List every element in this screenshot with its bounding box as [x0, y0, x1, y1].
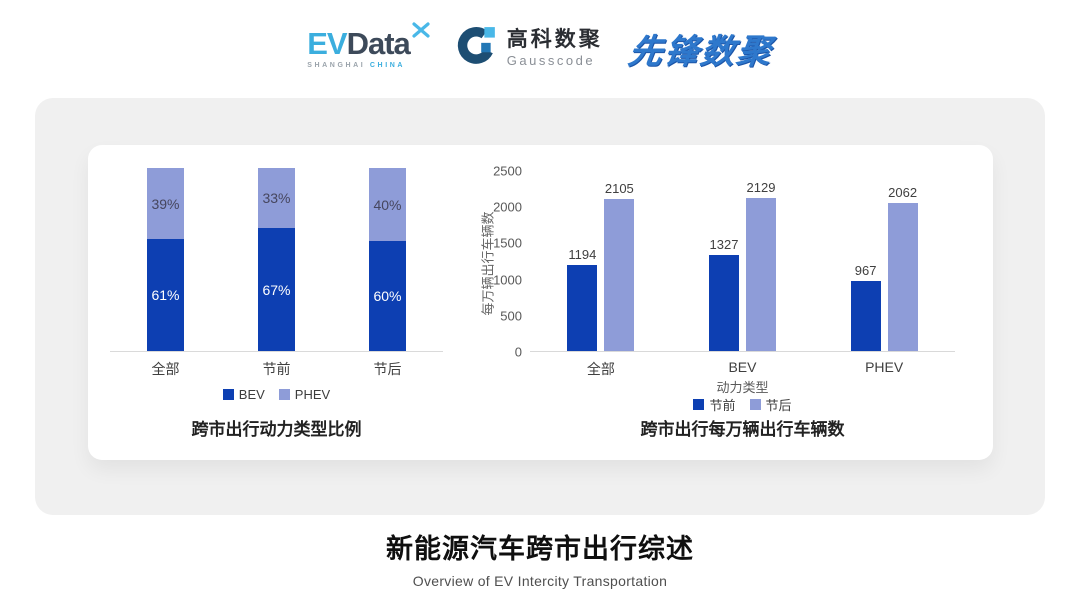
bar-value-label: 1194	[568, 247, 597, 263]
bar-节前	[567, 265, 598, 351]
y-tick-label: 1000	[493, 272, 522, 288]
legend-swatch	[749, 399, 761, 410]
bar-segment-BEV: 60%	[369, 241, 406, 351]
charts-panel: 39% 61% 33% 67% 40% 60% 全部 节前 节后 BEV PHEV 跨市出行动力…	[35, 98, 1045, 515]
grouped-chart-plot-area: 1194 2105 1327 2129 967 2062	[530, 171, 955, 352]
y-tick-label: 0	[514, 344, 522, 360]
bar-group: 1327 2129	[708, 171, 776, 351]
legend-item: BEV	[222, 387, 265, 402]
grouped-bar-chart: 每万辆出行车辆数 0 500 1000 1500 2000 2500 1194 2105 13…	[478, 145, 978, 460]
category-label: 全部	[586, 361, 615, 377]
segment-value-label: 61%	[151, 287, 180, 304]
bar-segment-PHEV: 39%	[147, 168, 184, 240]
bar-with-label: 2105	[604, 171, 635, 351]
pioneer-logo: 先锋数聚	[625, 32, 775, 71]
bar-value-label: 2062	[888, 184, 918, 200]
segment-value-label: 39%	[151, 195, 180, 212]
category-label: BEV	[728, 359, 757, 375]
bar-segment-PHEV: 33%	[258, 168, 295, 229]
y-tick-label: 2500	[493, 163, 522, 179]
grouped-chart-title: 跨市出行每万辆出行车辆数	[640, 420, 845, 439]
gausscode-name-en: Gausscode	[506, 52, 596, 68]
bar-with-label: 967	[850, 171, 881, 351]
segment-value-label: 67%	[262, 281, 291, 298]
evdata-tagline-right: CHINA	[369, 61, 406, 69]
header-logos: EV Data SHANGHAI CHINA	[0, 14, 1080, 82]
category-label: PHEV	[865, 359, 904, 375]
page-title: 新能源汽车跨市出行综述	[386, 534, 694, 564]
segment-value-label: 60%	[373, 288, 402, 305]
stacked-bar: 39% 61%	[147, 168, 184, 351]
stacked-chart-categories: 全部 节前 节后	[110, 359, 443, 379]
legend-swatch	[278, 389, 290, 400]
gausscode-name-cn: 高科数聚	[506, 28, 603, 52]
bar-value-label: 2129	[746, 179, 776, 195]
gausscode-text: 高科数聚 Gausscode	[507, 28, 603, 67]
evdata-data-text: Data	[346, 25, 411, 61]
stacked-bar-chart: 39% 61% 33% 67% 40% 60% 全部 节前 节后 BEV PHEV 跨市出行动力…	[110, 145, 445, 460]
evdata-tagline: SHANGHAI CHINA	[307, 62, 405, 69]
bar-节后	[887, 202, 918, 351]
bar-value-label: 1327	[709, 237, 739, 253]
y-tick-label: 2000	[493, 199, 522, 215]
legend-label: 节前	[709, 398, 736, 413]
evdata-logo: EV Data SHANGHAI CHINA	[307, 21, 430, 69]
bar-group: 967 2062	[850, 171, 918, 351]
charts-card: 39% 61% 33% 67% 40% 60% 全部 节前 节后 BEV PHEV 跨市出行动力…	[88, 145, 993, 460]
category-label: 节后	[373, 361, 402, 377]
bar-with-label: 1327	[708, 171, 739, 351]
bar-value-label: 967	[854, 263, 877, 279]
legend-label: PHEV	[294, 387, 331, 402]
evdata-wordmark: EV Data	[307, 21, 430, 61]
stacked-chart-legend: BEV PHEV	[110, 387, 443, 402]
x-axis-label: 动力类型	[716, 380, 769, 395]
evdata-ev-text: EV	[307, 25, 347, 61]
stacked-chart-plot-area: 39% 61% 33% 67% 40% 60%	[110, 168, 443, 352]
stacked-bar: 33% 67%	[258, 168, 295, 351]
category-label: 节前	[262, 361, 291, 377]
bar-with-label: 2062	[887, 171, 918, 351]
gausscode-g-icon	[456, 25, 498, 72]
bar-节前	[850, 281, 881, 351]
bar-节后	[745, 197, 776, 351]
legend-swatch	[222, 389, 234, 400]
bar-节后	[604, 199, 635, 351]
legend-item: PHEV	[278, 387, 331, 402]
stacked-chart-title: 跨市出行动力类型比例	[191, 420, 362, 439]
category-label: 全部	[151, 361, 180, 377]
evdata-x-icon	[412, 21, 430, 42]
bar-with-label: 1194	[567, 171, 598, 351]
bar-segment-PHEV: 40%	[369, 168, 406, 242]
legend-label: BEV	[238, 387, 265, 402]
legend-label: 节后	[765, 398, 792, 413]
bar-group: 1194 2105	[567, 171, 635, 351]
bar-value-label: 2105	[604, 181, 634, 197]
bar-节前	[708, 255, 739, 351]
y-tick-label: 500	[500, 308, 522, 324]
y-tick-label: 1500	[493, 235, 522, 251]
footer: 新能源汽车跨市出行综述 Overview of EV Intercity Tra…	[0, 527, 1080, 589]
bar-with-label: 2129	[745, 171, 776, 351]
evdata-tagline-left: SHANGHAI	[307, 61, 366, 69]
bar-segment-BEV: 61%	[147, 239, 184, 351]
bar-segment-BEV: 67%	[258, 228, 295, 351]
legend-swatch	[693, 399, 705, 410]
legend-item: 节后	[749, 395, 792, 414]
gausscode-logo: 高科数聚 Gausscode	[456, 25, 603, 72]
segment-value-label: 40%	[373, 196, 402, 213]
y-axis-ticks: 0 500 1000 1500 2000 2500	[478, 165, 522, 359]
segment-value-label: 33%	[262, 190, 291, 207]
grouped-chart-categories: 全部 BEV PHEV	[530, 359, 955, 379]
stacked-bar: 40% 60%	[369, 168, 406, 351]
legend-item: 节前	[693, 395, 736, 414]
grouped-chart-legend: 节前 节后	[530, 395, 955, 414]
page-subtitle: Overview of EV Intercity Transportation	[412, 573, 668, 589]
